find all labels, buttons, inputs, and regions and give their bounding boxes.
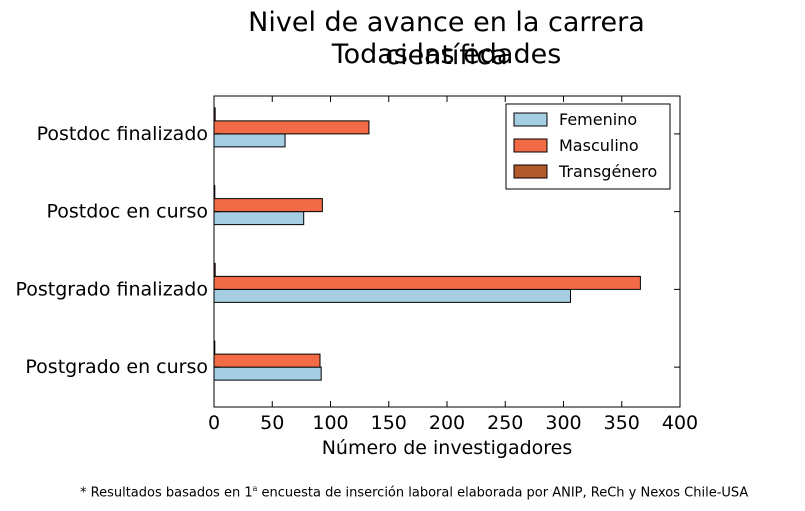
footnote-ordinal: 1: [244, 485, 253, 501]
y-tick-label: Postdoc en curso: [46, 201, 208, 223]
footnote-prefix: * Resultados basados en: [80, 485, 245, 501]
x-tick-label: 100: [312, 412, 348, 434]
x-tick-label: 200: [429, 412, 465, 434]
y-tick-labels: Postgrado en curso Postgrado finalizado Po…: [15, 123, 208, 378]
legend-label-masculino: Masculino: [559, 136, 639, 155]
footnote-ordinal-suffix: a: [252, 484, 258, 493]
bar-masculino-postdoc-en-curso: [213, 198, 323, 213]
chart-subtitle: Todas las edades: [331, 39, 562, 70]
y-tick-label: Postgrado en curso: [25, 356, 208, 378]
x-tick-labels: 0 50 100 150 200 250 300 350 400: [208, 412, 698, 434]
bar-femenino-postdoc-en-curso: [213, 211, 305, 226]
footnote-suffix: encuesta de inserción laboral elaborada …: [257, 485, 749, 501]
y-tick-label: Postdoc finalizado: [37, 123, 208, 145]
bar-femenino-postgrado-finalizado: [213, 288, 571, 303]
footnote: * Resultados basados en 1a encuesta de i…: [80, 484, 748, 500]
axis-ticks: [213, 96, 681, 407]
legend-swatch-transgenero: [513, 164, 548, 179]
x-tick-label: 150: [371, 412, 407, 434]
bar-masculino-postgrado-en-curso: [213, 353, 321, 368]
bar-femenino-postgrado-en-curso: [213, 366, 322, 381]
bar-chart: 0 50 100 150 200 250 300 350 400 Postgrado en cu…: [15, 95, 698, 459]
legend-swatch-masculino: [513, 138, 548, 153]
bar-femenino-postdoc-finalizado: [213, 133, 286, 148]
chart-title: Nivel de avance en la carrera científica: [248, 7, 645, 71]
legend-label-transgenero: Transgénero: [558, 162, 657, 181]
legend: Femenino Masculino Transgénero: [505, 103, 671, 190]
x-axis-title: Número de investigadores: [322, 437, 573, 459]
y-tick-label: Postgrado finalizado: [15, 278, 208, 300]
x-tick-label: 0: [208, 412, 220, 434]
bars-group: [213, 107, 641, 381]
x-tick-label: 250: [487, 412, 523, 434]
x-tick-label: 350: [604, 412, 640, 434]
bar-masculino-postdoc-finalizado: [213, 120, 370, 135]
x-tick-label: 400: [662, 412, 698, 434]
x-tick-label: 50: [260, 412, 284, 434]
legend-swatch-femenino: [513, 112, 548, 127]
x-tick-label: 300: [545, 412, 581, 434]
bar-masculino-postgrado-finalizado: [213, 275, 641, 290]
legend-label-femenino: Femenino: [559, 110, 637, 129]
